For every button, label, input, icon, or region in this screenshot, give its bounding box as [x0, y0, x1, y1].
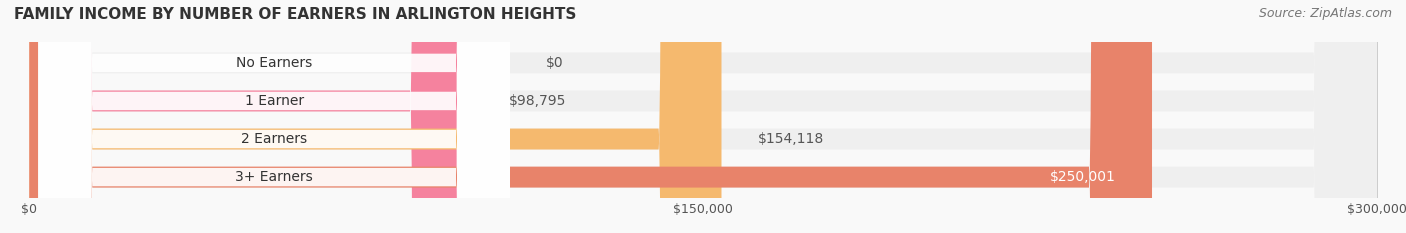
FancyBboxPatch shape: [38, 0, 510, 233]
FancyBboxPatch shape: [30, 0, 1152, 233]
Text: $250,001: $250,001: [1050, 170, 1116, 184]
FancyBboxPatch shape: [30, 0, 1376, 233]
Text: $154,118: $154,118: [758, 132, 824, 146]
FancyBboxPatch shape: [38, 0, 510, 233]
Text: $98,795: $98,795: [509, 94, 567, 108]
Text: 2 Earners: 2 Earners: [242, 132, 308, 146]
FancyBboxPatch shape: [30, 0, 472, 233]
FancyBboxPatch shape: [30, 0, 1376, 233]
Text: 3+ Earners: 3+ Earners: [235, 170, 314, 184]
Text: 1 Earner: 1 Earner: [245, 94, 304, 108]
FancyBboxPatch shape: [30, 0, 1376, 233]
FancyBboxPatch shape: [30, 0, 721, 233]
Text: FAMILY INCOME BY NUMBER OF EARNERS IN ARLINGTON HEIGHTS: FAMILY INCOME BY NUMBER OF EARNERS IN AR…: [14, 7, 576, 22]
FancyBboxPatch shape: [38, 0, 510, 233]
Text: No Earners: No Earners: [236, 56, 312, 70]
Text: $0: $0: [546, 56, 564, 70]
FancyBboxPatch shape: [38, 0, 510, 233]
FancyBboxPatch shape: [30, 0, 1376, 233]
Text: Source: ZipAtlas.com: Source: ZipAtlas.com: [1258, 7, 1392, 20]
